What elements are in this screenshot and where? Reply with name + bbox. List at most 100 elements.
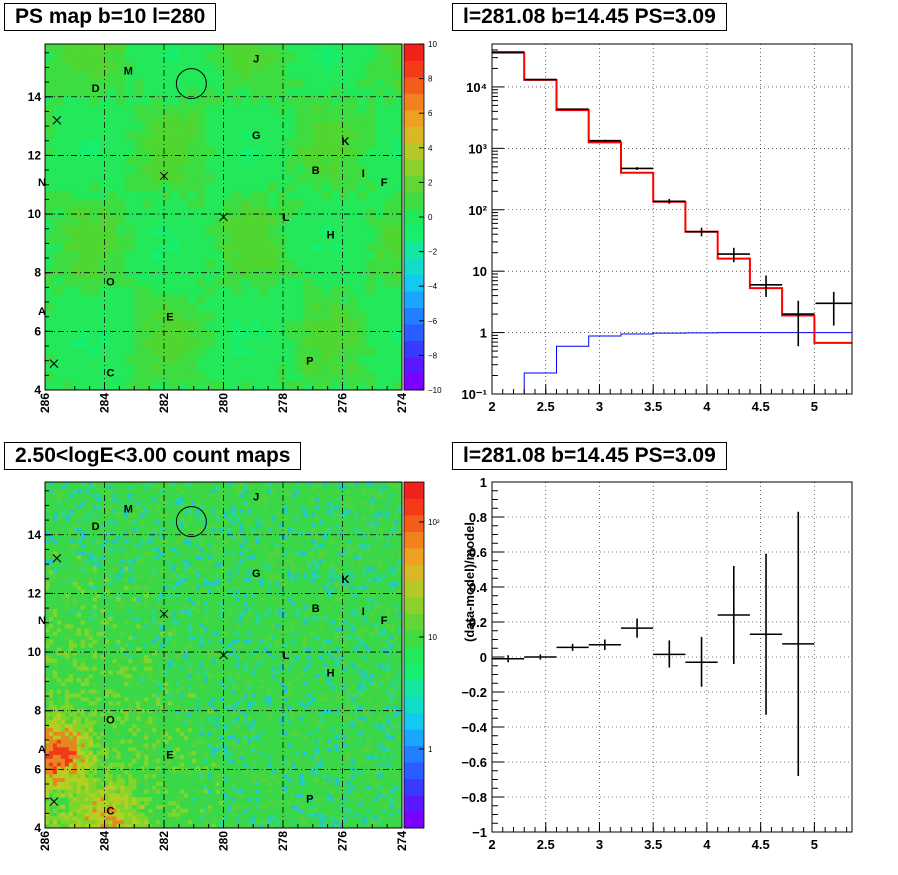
map-cell (191, 605, 197, 610)
map-cell (348, 113, 358, 123)
map-cell (366, 789, 371, 794)
map-cell (56, 743, 62, 748)
map-cell (64, 731, 70, 737)
map-cell (250, 61, 260, 71)
source-label-b: B (312, 165, 320, 177)
map-cell (283, 685, 288, 690)
map-cell (203, 774, 208, 779)
map-cell (390, 812, 395, 817)
map-cell (112, 701, 117, 706)
map-cell (203, 601, 208, 606)
palette-band (404, 580, 424, 598)
map-cell (56, 704, 62, 710)
y-tick-label: 10⁴ (466, 80, 487, 95)
x-tick-label: 278 (276, 831, 290, 851)
map-cell (318, 762, 323, 767)
map-cell (318, 824, 323, 829)
map-cell (227, 578, 232, 583)
map-cell (160, 489, 165, 494)
map-cell (68, 735, 74, 740)
map-cell (136, 624, 141, 629)
map-cell (394, 678, 399, 683)
map-cell (52, 816, 58, 821)
map-cell (132, 781, 137, 787)
map-cell (144, 735, 149, 740)
map-cell (314, 808, 319, 813)
map-cell (342, 808, 347, 813)
source-label-l: L (283, 650, 290, 662)
map-cell (268, 95, 278, 105)
map-cell (259, 61, 269, 71)
map-cell (80, 820, 85, 825)
map-cell (259, 260, 269, 270)
map-cell (338, 531, 343, 537)
map-cell (124, 804, 129, 810)
map-cell (358, 689, 363, 694)
map-cell (267, 697, 272, 702)
map-cell (116, 743, 121, 748)
map-cell (116, 574, 121, 579)
map-cell (100, 804, 105, 810)
map-cell (98, 78, 108, 88)
map-cell (390, 797, 395, 802)
map-cell (108, 785, 113, 790)
map-cell (167, 631, 173, 637)
map-cell (235, 643, 240, 648)
map-cell (370, 593, 375, 598)
map-cell (48, 624, 54, 629)
map-cell (88, 820, 93, 825)
map-cell (171, 620, 177, 625)
map-cell (271, 574, 276, 579)
map-cell (72, 751, 78, 756)
map-cell (68, 781, 74, 787)
map-cell (76, 528, 81, 533)
map-cell (303, 113, 314, 123)
map-cell (214, 95, 224, 105)
map-cell (384, 242, 394, 252)
map-cell (348, 165, 358, 175)
map-cell (160, 620, 165, 625)
map-cell (203, 616, 208, 621)
map-cell (80, 724, 85, 729)
source-label-a: A (38, 306, 46, 318)
map-cell (120, 781, 125, 787)
palette-band (404, 547, 424, 565)
map-cell (199, 816, 204, 821)
map-cell (52, 774, 58, 779)
map-cell (312, 364, 322, 373)
map-cell (330, 156, 340, 166)
map-cell (318, 482, 323, 487)
map-cell (76, 720, 81, 725)
map-cell (312, 303, 322, 313)
map-cell (143, 104, 153, 114)
map-cell (322, 585, 327, 590)
map-cell (312, 242, 322, 252)
map-cell (398, 528, 403, 533)
map-cell (152, 639, 157, 644)
map-cell (215, 651, 220, 656)
map-cell (348, 364, 358, 373)
map-cell (92, 801, 97, 806)
map-cell (255, 662, 260, 667)
map-cell (68, 578, 74, 583)
map-cell (143, 312, 153, 322)
map-cell (339, 130, 349, 140)
map-cell (98, 69, 108, 79)
source-label-f: F (381, 615, 388, 627)
map-cell (89, 286, 99, 296)
map-cell (178, 320, 189, 330)
map-cell (45, 808, 50, 813)
map-cell (318, 551, 323, 556)
map-cell (251, 778, 256, 783)
map-cell (116, 52, 126, 62)
map-cell (330, 52, 340, 62)
map-cell (286, 693, 292, 698)
map-cell (199, 724, 204, 729)
map-cell (100, 816, 105, 821)
map-cell (339, 182, 349, 192)
map-cell (374, 685, 379, 690)
map-cell (314, 616, 319, 621)
cross-marker (49, 797, 59, 806)
map-cell (354, 704, 359, 710)
map-cell (227, 608, 232, 614)
